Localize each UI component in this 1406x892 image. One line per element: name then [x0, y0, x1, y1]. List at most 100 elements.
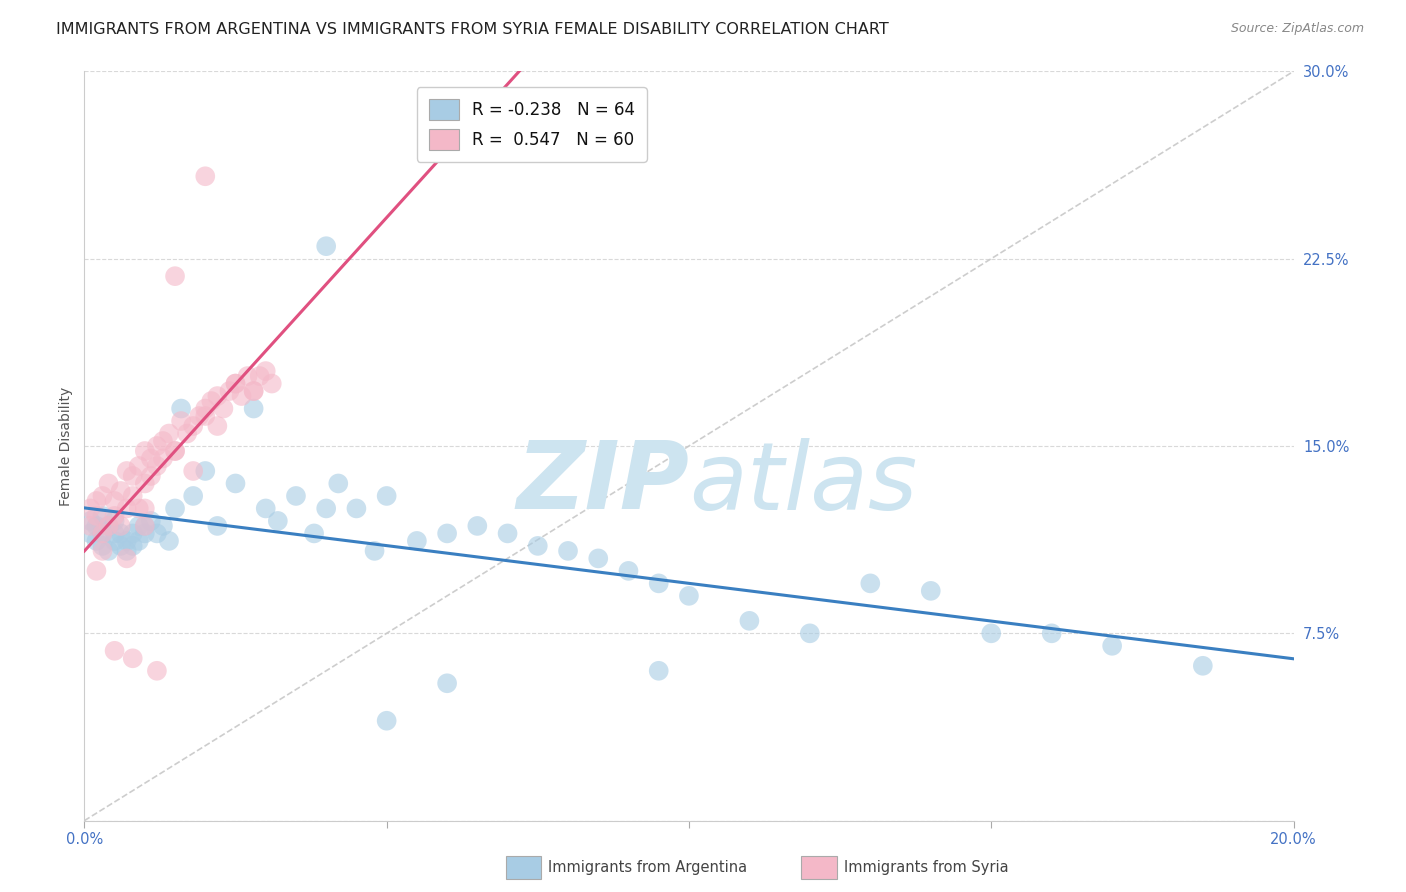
Point: [121, 526, 143, 541]
Point: [496, 526, 519, 541]
Point: [436, 526, 458, 541]
Point: [207, 389, 229, 403]
Point: [110, 483, 132, 498]
Point: [648, 576, 671, 591]
Point: [181, 464, 204, 478]
Point: [134, 519, 156, 533]
Point: [285, 489, 308, 503]
Point: [104, 494, 127, 508]
Point: [242, 384, 264, 398]
Point: [157, 533, 180, 548]
Point: [134, 519, 156, 533]
Point: [97, 476, 120, 491]
Point: [170, 401, 193, 416]
Text: Immigrants from Syria: Immigrants from Syria: [844, 861, 1008, 875]
Point: [436, 676, 458, 690]
Point: [139, 469, 162, 483]
Y-axis label: Female Disability: Female Disability: [59, 386, 73, 506]
Point: [315, 501, 337, 516]
Point: [97, 519, 120, 533]
Point: [231, 389, 253, 403]
Point: [242, 401, 264, 416]
Point: [678, 589, 700, 603]
Point: [467, 519, 489, 533]
Point: [91, 526, 114, 541]
Point: [115, 464, 138, 478]
Point: [328, 476, 350, 491]
Point: [104, 508, 127, 523]
Point: [194, 401, 217, 416]
Point: [91, 544, 114, 558]
Point: [128, 533, 150, 548]
Point: [79, 526, 101, 541]
Point: [146, 458, 169, 473]
Point: [165, 444, 187, 458]
Point: [194, 409, 217, 423]
Point: [104, 514, 127, 528]
Point: [194, 464, 217, 478]
Point: [146, 664, 169, 678]
Point: [181, 489, 204, 503]
Point: [97, 519, 120, 533]
Point: [86, 519, 108, 533]
Point: [188, 409, 211, 423]
Point: [859, 576, 882, 591]
Point: [200, 394, 222, 409]
Point: [363, 544, 385, 558]
Point: [738, 614, 761, 628]
Point: [134, 501, 156, 516]
Point: [91, 526, 114, 541]
Text: IMMIGRANTS FROM ARGENTINA VS IMMIGRANTS FROM SYRIA FEMALE DISABILITY CORRELATION: IMMIGRANTS FROM ARGENTINA VS IMMIGRANTS …: [56, 22, 889, 37]
Point: [260, 376, 283, 391]
Point: [225, 376, 247, 391]
Point: [79, 519, 101, 533]
Point: [128, 501, 150, 516]
Point: [86, 494, 108, 508]
Point: [194, 169, 217, 184]
Point: [302, 526, 325, 541]
Point: [79, 501, 101, 516]
Point: [115, 551, 138, 566]
Text: ZIP: ZIP: [516, 437, 689, 530]
Point: [152, 434, 174, 448]
Point: [375, 489, 398, 503]
Text: Source: ZipAtlas.com: Source: ZipAtlas.com: [1230, 22, 1364, 36]
Point: [267, 514, 290, 528]
Point: [134, 476, 156, 491]
Point: [254, 501, 277, 516]
Legend: R = -0.238   N = 64, R =  0.547   N = 60: R = -0.238 N = 64, R = 0.547 N = 60: [418, 87, 647, 161]
Point: [315, 239, 337, 253]
Point: [134, 444, 156, 458]
Point: [146, 526, 169, 541]
Point: [91, 539, 114, 553]
Point: [346, 501, 368, 516]
Point: [115, 544, 138, 558]
Point: [104, 526, 127, 541]
Text: atlas: atlas: [689, 438, 917, 529]
Point: [799, 626, 821, 640]
Point: [980, 626, 1002, 640]
Point: [97, 544, 120, 558]
Point: [218, 384, 240, 398]
Point: [165, 501, 187, 516]
Point: [176, 426, 198, 441]
Point: [236, 369, 259, 384]
Point: [557, 544, 579, 558]
Point: [254, 364, 277, 378]
Point: [104, 533, 127, 548]
Point: [134, 526, 156, 541]
Point: [165, 444, 187, 458]
Point: [920, 583, 942, 598]
Point: [242, 384, 264, 398]
Point: [152, 519, 174, 533]
Point: [617, 564, 640, 578]
Point: [1192, 658, 1215, 673]
Point: [1040, 626, 1063, 640]
Point: [249, 369, 271, 384]
Point: [375, 714, 398, 728]
Point: [121, 651, 143, 665]
Point: [139, 451, 162, 466]
Point: [121, 469, 143, 483]
Point: [1101, 639, 1123, 653]
Point: [86, 508, 108, 523]
